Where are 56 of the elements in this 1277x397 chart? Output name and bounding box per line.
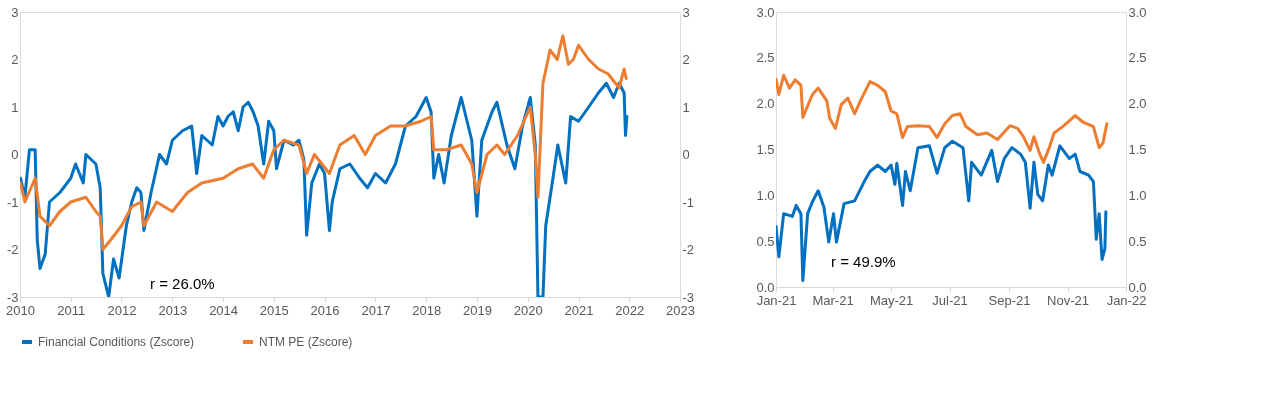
y2-tick-label: -1 — [682, 194, 695, 210]
x-tick-label: 2013 — [158, 302, 188, 318]
x-tick-label: 2016 — [310, 302, 340, 318]
y-tick-label: 0.0 — [756, 279, 775, 295]
y2-tick-label: 1.0 — [1128, 187, 1147, 203]
y-tick-label: -3 — [6, 289, 19, 305]
x-tick-label: 2022 — [615, 302, 645, 318]
legend-label: NTM PE (Zscore) — [259, 335, 353, 349]
legend-label: Financial Conditions (Zscore) — [38, 335, 195, 349]
y-tick-label: 2.0 — [756, 96, 775, 112]
y-tick-label: 3.0 — [756, 4, 775, 20]
y-tick-label: 0 — [11, 147, 19, 162]
y-tick-label: 2.5 — [756, 50, 775, 66]
x-tick-label: 2021 — [564, 302, 594, 318]
y2-tick-label: 1 — [682, 99, 690, 115]
annotation: r = 26.0% — [150, 275, 215, 292]
x-tick-label: 2011 — [57, 302, 86, 318]
x-tick-label: 2018 — [412, 302, 442, 318]
y2-tick-label: 2 — [682, 52, 690, 67]
line-series — [776, 139, 1108, 283]
x-tick-label: May-21 — [869, 292, 914, 308]
y-tick-label: 1.5 — [756, 142, 775, 157]
y-tick-label: 1.0 — [756, 187, 775, 203]
x-tick-label: 2015 — [259, 302, 289, 318]
x-tick-label: 2020 — [513, 302, 543, 318]
x-tick-label: 2010 — [6, 302, 35, 318]
y2-tick-label: -3 — [682, 289, 695, 305]
y2-tick-label: -2 — [682, 242, 695, 257]
x-tick-label: 2019 — [462, 302, 492, 318]
y2-tick-label: 1.5 — [1128, 142, 1147, 157]
y2-tick-label: 3 — [682, 4, 690, 20]
line-series — [20, 34, 628, 251]
y2-tick-label: 2.0 — [1128, 96, 1147, 112]
x-tick-label: 2023 — [666, 302, 695, 318]
x-tick-label: Jan-21 — [756, 292, 797, 308]
x-tick-label: Jan-22 — [1106, 292, 1147, 308]
y2-tick-label: 0.0 — [1128, 279, 1147, 295]
x-tick-label: Nov-21 — [1047, 292, 1089, 308]
y-tick-label: 2 — [11, 52, 19, 67]
y2-tick-label: 0.5 — [1128, 233, 1147, 249]
y2-tick-label: 3.0 — [1128, 4, 1147, 20]
y-tick-label: 3 — [11, 4, 19, 20]
y2-tick-label: 0 — [682, 147, 690, 162]
x-tick-label: Mar-21 — [812, 292, 854, 308]
x-tick-label: Jul-21 — [932, 292, 968, 308]
x-tick-label: 2012 — [107, 302, 137, 318]
annotation: r = 49.9% — [831, 253, 896, 270]
line-series — [776, 73, 1109, 164]
x-tick-label: Sep-21 — [988, 292, 1031, 308]
y-tick-label: 1 — [11, 99, 19, 115]
x-tick-label: 2014 — [209, 302, 239, 318]
y-tick-label: -2 — [6, 242, 19, 257]
x-tick-label: 2017 — [361, 302, 391, 318]
y2-tick-label: 2.5 — [1128, 50, 1147, 66]
y-tick-label: -1 — [6, 194, 19, 210]
y-tick-label: 0.5 — [756, 233, 775, 249]
